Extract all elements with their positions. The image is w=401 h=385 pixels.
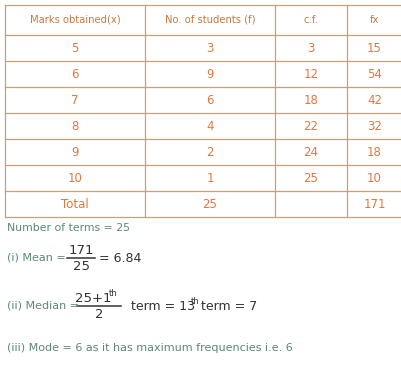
Text: th: th bbox=[191, 296, 200, 306]
Text: c.f.: c.f. bbox=[304, 15, 318, 25]
Text: No. of students (f): No. of students (f) bbox=[165, 15, 255, 25]
Text: Total: Total bbox=[61, 198, 89, 211]
Text: 2: 2 bbox=[95, 308, 103, 320]
Text: 10: 10 bbox=[67, 171, 83, 184]
Text: 10: 10 bbox=[367, 171, 382, 184]
Text: 54: 54 bbox=[367, 67, 382, 80]
Text: (ii) Median =: (ii) Median = bbox=[7, 301, 83, 311]
Text: 6: 6 bbox=[206, 94, 214, 107]
Text: 18: 18 bbox=[304, 94, 318, 107]
Text: 2: 2 bbox=[206, 146, 214, 159]
Text: 12: 12 bbox=[304, 67, 318, 80]
Text: term = 7: term = 7 bbox=[201, 300, 257, 313]
Text: 6: 6 bbox=[71, 67, 79, 80]
Text: 18: 18 bbox=[367, 146, 382, 159]
Text: 25: 25 bbox=[304, 171, 318, 184]
Text: 9: 9 bbox=[71, 146, 79, 159]
Text: 24: 24 bbox=[304, 146, 318, 159]
Text: 1: 1 bbox=[206, 171, 214, 184]
Text: term = 13: term = 13 bbox=[127, 300, 195, 313]
Text: 5: 5 bbox=[71, 42, 79, 55]
Text: = 6.84: = 6.84 bbox=[99, 251, 142, 264]
Text: 171: 171 bbox=[68, 243, 94, 256]
Text: 25+1: 25+1 bbox=[75, 291, 111, 305]
Text: Marks obtained(x): Marks obtained(x) bbox=[30, 15, 120, 25]
Text: 8: 8 bbox=[71, 119, 79, 132]
Text: 32: 32 bbox=[367, 119, 382, 132]
Text: 22: 22 bbox=[304, 119, 318, 132]
Text: 25: 25 bbox=[73, 259, 89, 273]
Text: 15: 15 bbox=[367, 42, 382, 55]
Text: 25: 25 bbox=[203, 198, 217, 211]
Text: 4: 4 bbox=[206, 119, 214, 132]
Text: fx: fx bbox=[370, 15, 379, 25]
Text: (iii) Mode = 6 as it has maximum frequencies i.e. 6: (iii) Mode = 6 as it has maximum frequen… bbox=[7, 343, 293, 353]
Text: 7: 7 bbox=[71, 94, 79, 107]
Text: (i) Mean =: (i) Mean = bbox=[7, 253, 69, 263]
Text: 42: 42 bbox=[367, 94, 382, 107]
Text: 171: 171 bbox=[363, 198, 386, 211]
Text: 9: 9 bbox=[206, 67, 214, 80]
Text: 3: 3 bbox=[307, 42, 315, 55]
Text: 3: 3 bbox=[206, 42, 214, 55]
Text: th: th bbox=[109, 288, 117, 298]
Text: Number of terms = 25: Number of terms = 25 bbox=[7, 223, 130, 233]
